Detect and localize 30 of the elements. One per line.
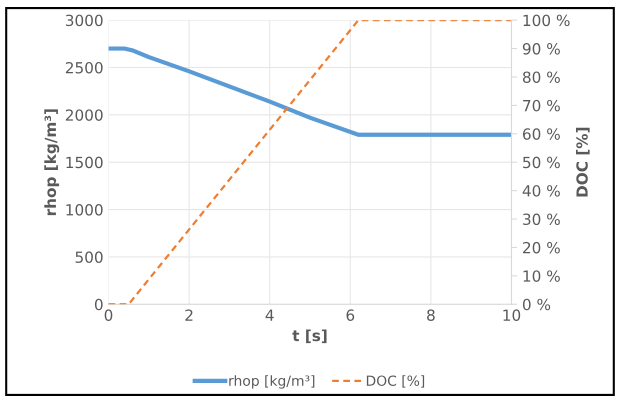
y-tick-label: 500 [76, 251, 103, 263]
legend-label: rhop [kg/m³] [229, 375, 314, 389]
y2-tick-label: 20 % [523, 242, 560, 254]
x-tick-label: 6 [346, 309, 354, 321]
y2-tick-label: 60 % [522, 128, 560, 140]
x-tick-label: 2 [185, 309, 192, 321]
x-tick-label: 0 [104, 309, 112, 321]
y2-tick-label: 100 % [524, 14, 570, 26]
y2-axis-title: DOC [%] [576, 128, 590, 197]
x-tick-label: 10 [503, 309, 520, 321]
y2-tick-label: 90 % [522, 43, 560, 55]
y2-tick-label: 0 % [522, 298, 550, 310]
y-tick-label: 2000 [66, 109, 103, 121]
y-axis-title: rhop [kg/m³] [44, 109, 60, 216]
y2-tick-label: 10 % [524, 270, 560, 282]
y2-tick-label: 30 % [523, 213, 560, 226]
y2-tick-label: 50 % [523, 156, 560, 168]
line-series [108, 46, 512, 137]
y2-tick-label: 70 % [523, 100, 560, 112]
x-tick-label: 4 [266, 310, 274, 321]
y2-tick-label: 80 % [522, 71, 560, 83]
y-tick-label: 1000 [66, 204, 103, 216]
y-tick-label: 0 [94, 298, 103, 310]
y-tick-label: 1500 [66, 156, 103, 168]
y2-tick-label: 40 % [522, 185, 560, 197]
y-tick-label: 2500 [66, 62, 103, 74]
x-tick-label: 8 [427, 309, 435, 321]
x-axis-title: t [s] [292, 329, 327, 344]
legend-label: DOC [%] [366, 375, 424, 388]
y-tick-label: 3000 [66, 14, 103, 26]
